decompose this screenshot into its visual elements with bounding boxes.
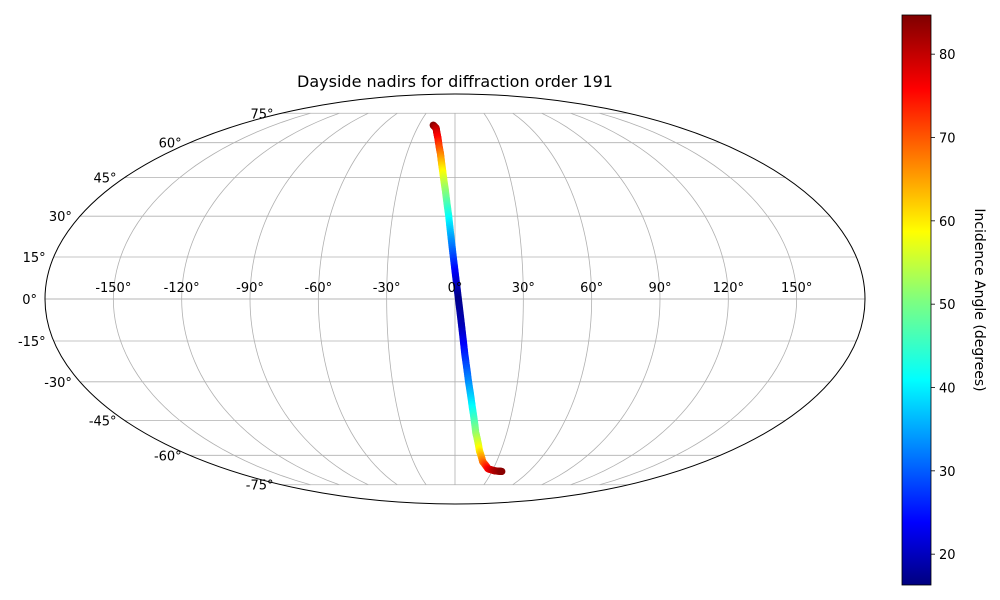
x-tick-label: 60° [580, 281, 603, 296]
colorbar-tick-label: 70 [939, 132, 956, 147]
y-tick-label: -15° [18, 335, 46, 350]
x-tick-label: -30° [373, 281, 401, 296]
grid-meridian [249, 112, 369, 486]
colorbar: 20 30 40 50 60 70 80 Incidence Angle (degrees) [901, 14, 987, 586]
colorbar-tick-label: 40 [939, 382, 956, 397]
y-tick-label: 30° [49, 210, 72, 225]
colorbar-tick-label: 50 [939, 298, 956, 313]
grid-meridian [483, 113, 524, 485]
grid-meridian [317, 112, 398, 486]
x-tick-label: 150° [781, 281, 812, 296]
y-tick-label: -30° [44, 376, 72, 391]
y-tick-label: -45° [89, 414, 117, 429]
chart-title: Dayside nadirs for diffraction order 191 [297, 72, 613, 91]
x-tick-labels: -150° -120° -90° -60° -30° 0° 30° 60° 90° 120° 150… [95, 281, 812, 296]
map-outline [44, 93, 866, 505]
colorbar-tick-label: 30 [939, 465, 956, 480]
grid-meridian [512, 112, 593, 486]
grid-meridian [181, 112, 340, 486]
grid-meridian [386, 113, 427, 485]
x-tick-label: 90° [648, 281, 671, 296]
x-tick-label: 0° [448, 281, 463, 296]
y-tick-label: 15° [23, 251, 46, 266]
y-tick-labels: -75° -60° -45° -30° -15° 0° 15° 30° 45° 60° 75° [18, 107, 274, 493]
grid-meridian [112, 112, 311, 486]
colorbar-label: Incidence Angle (degrees) [971, 208, 987, 391]
colorbar-ticks: 20 30 40 50 60 70 80 [931, 48, 956, 563]
scatter-points [429, 121, 506, 476]
grid-meridian [541, 112, 661, 486]
x-tick-label: -60° [304, 281, 332, 296]
y-tick-label: -60° [154, 449, 182, 464]
colorbar-gradient [901, 14, 932, 586]
grid-meridian [599, 112, 798, 486]
x-tick-label: 120° [713, 281, 744, 296]
x-tick-label: -120° [164, 281, 200, 296]
colorbar-tick-label: 20 [939, 548, 956, 563]
colorbar-tick-label: 80 [939, 48, 956, 63]
y-tick-label: -75° [246, 479, 274, 494]
map-area: -150° -120° -90° -60° -30° 0° 30° 60° 90° 120° 150… [18, 93, 866, 505]
grid-meridian [570, 112, 729, 486]
x-tick-label: 30° [512, 281, 535, 296]
x-tick-label: -150° [95, 281, 131, 296]
y-tick-label: 0° [22, 293, 37, 308]
track-point [498, 467, 506, 476]
y-tick-label: 60° [159, 137, 182, 152]
y-tick-label: 45° [94, 172, 117, 187]
x-tick-label: -90° [236, 281, 264, 296]
colorbar-tick-label: 60 [939, 215, 956, 230]
y-tick-label: 75° [250, 107, 273, 122]
